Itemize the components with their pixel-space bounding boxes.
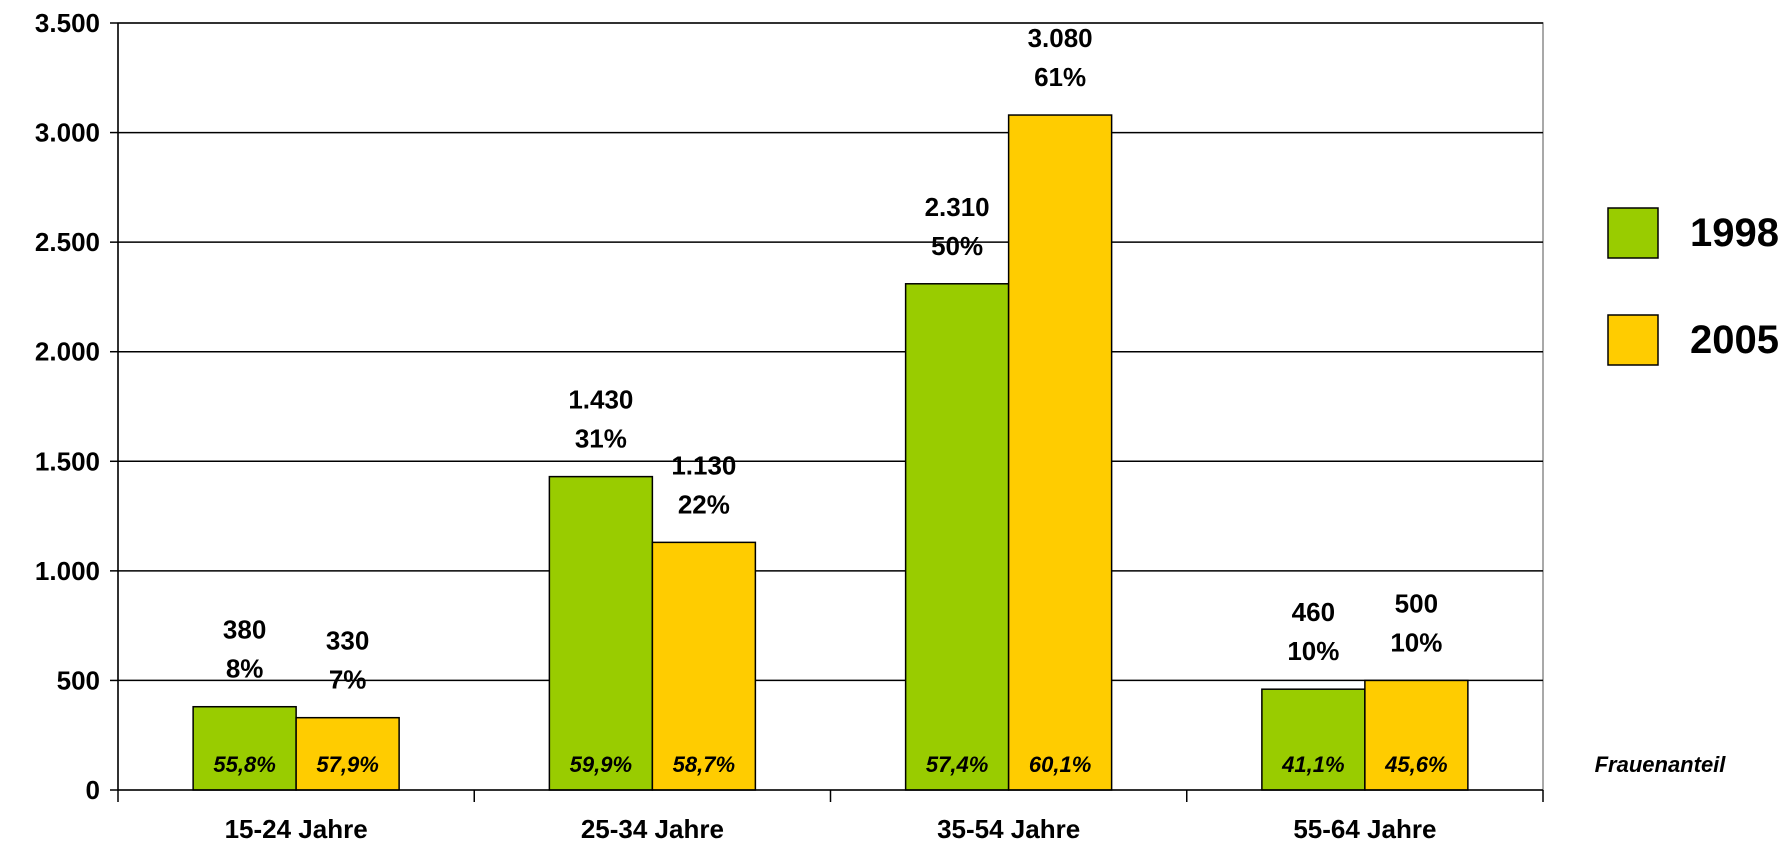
y-tick-label: 3.500 bbox=[35, 8, 100, 38]
frauenanteil-label: 45,6% bbox=[1384, 752, 1447, 777]
frauenanteil-label: 58,7% bbox=[673, 752, 735, 777]
share-label: 50% bbox=[931, 231, 983, 261]
frauenanteil-label: 41,1% bbox=[1281, 752, 1344, 777]
bar-1998 bbox=[1261, 688, 1366, 791]
bars bbox=[192, 114, 1469, 791]
value-label: 1.430 bbox=[568, 385, 633, 415]
frauenanteil-label: 60,1% bbox=[1029, 752, 1091, 777]
value-label: 3.080 bbox=[1028, 23, 1093, 53]
y-tick-label: 0 bbox=[86, 775, 100, 805]
frauenanteil-label: 59,9% bbox=[570, 752, 632, 777]
bar-1998 bbox=[904, 283, 1010, 791]
legend-swatch-2005 bbox=[1607, 314, 1659, 366]
data-labels: 380 8% 55,8% 330 7% 57,9% 1.430 31% 59,9% 1.130 22… bbox=[213, 23, 1447, 777]
axes: 0 500 1.000 1.500 2.000 2.500 3.000 3.500 15-24 … bbox=[35, 8, 1544, 844]
frauenanteil-label: 57,9% bbox=[316, 752, 378, 777]
bar-2005 bbox=[1364, 679, 1469, 791]
value-label: 1.130 bbox=[671, 450, 736, 480]
y-tick-label: 500 bbox=[57, 665, 100, 695]
y-tick-label: 2.000 bbox=[35, 337, 100, 367]
legend-label: 2005 bbox=[1690, 318, 1778, 362]
value-label: 330 bbox=[326, 626, 369, 656]
share-label: 31% bbox=[575, 424, 627, 454]
y-tick-label: 1.500 bbox=[35, 446, 100, 476]
bar-2005 bbox=[1007, 114, 1113, 791]
x-tick-label: 55-64 Jahre bbox=[1293, 814, 1436, 844]
frauenanteil-annotation: Frauenanteil bbox=[1595, 752, 1727, 777]
bar-1998 bbox=[192, 705, 297, 791]
x-tick-label: 25-34 Jahre bbox=[581, 814, 724, 844]
frauenanteil-label: 55,8% bbox=[213, 752, 275, 777]
share-label: 22% bbox=[678, 489, 730, 519]
legend: 1998 2005 bbox=[1607, 207, 1778, 366]
share-label: 8% bbox=[226, 654, 264, 684]
value-label: 500 bbox=[1395, 588, 1438, 618]
share-label: 10% bbox=[1287, 636, 1339, 666]
value-label: 2.310 bbox=[925, 192, 990, 222]
value-label: 460 bbox=[1292, 597, 1335, 627]
share-label: 7% bbox=[329, 665, 367, 695]
share-label: 10% bbox=[1390, 627, 1442, 657]
value-label: 380 bbox=[223, 615, 266, 645]
legend-label: 1998 bbox=[1690, 211, 1778, 255]
bar-2005 bbox=[651, 541, 757, 791]
bar-1998 bbox=[548, 475, 654, 791]
x-tick-label: 15-24 Jahre bbox=[225, 814, 368, 844]
legend-swatch-1998 bbox=[1607, 207, 1659, 259]
x-tick-label: 35-54 Jahre bbox=[937, 814, 1080, 844]
y-tick-label: 1.000 bbox=[35, 556, 100, 586]
frauenanteil-label: 57,4% bbox=[926, 752, 988, 777]
y-tick-label: 2.500 bbox=[35, 227, 100, 257]
y-tick-label: 3.000 bbox=[35, 118, 100, 148]
share-label: 61% bbox=[1034, 62, 1086, 92]
